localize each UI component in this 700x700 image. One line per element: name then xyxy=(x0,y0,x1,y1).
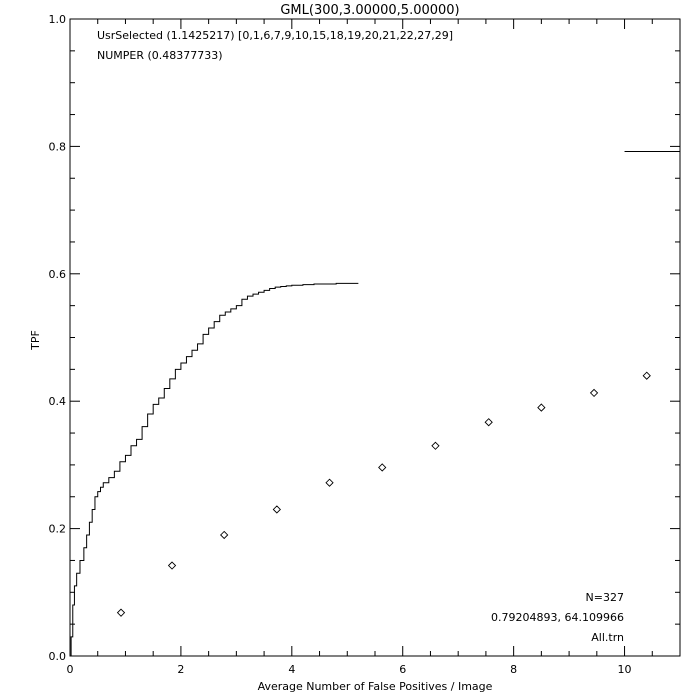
y-tick-label: 1.0 xyxy=(49,13,67,26)
series-1-point xyxy=(537,403,546,412)
x-tick-label: 6 xyxy=(399,663,406,676)
x-tick-label: 0 xyxy=(67,663,74,676)
annotation-numper: NUMPER (0.48377733) xyxy=(97,49,223,62)
x-tick-label: 2 xyxy=(177,663,184,676)
series-1-point xyxy=(378,463,387,472)
y-tick-label: 0.0 xyxy=(49,650,67,663)
y-tick-label: 0.4 xyxy=(49,395,67,408)
series-1-point xyxy=(167,561,177,570)
x-axis-label: Average Number of False Positives / Imag… xyxy=(258,680,493,693)
y-axis-ticks: 0.0 0.2 0.4 0.6 0.8 1.0 xyxy=(49,13,680,663)
series-1-point xyxy=(589,388,599,398)
y-tick-label: 0.2 xyxy=(49,523,67,536)
y-axis-label: TPF xyxy=(29,330,42,351)
series-group xyxy=(70,150,680,657)
annotation-usrselected: UsrSelected (1.1425217) [0,1,6,7,9,10,15… xyxy=(97,29,453,42)
y-tick-label: 0.8 xyxy=(49,140,67,153)
x-tick-label: 8 xyxy=(510,663,517,676)
series-1-point xyxy=(431,441,440,450)
x-tick-label: 10 xyxy=(618,663,632,676)
series-0-line xyxy=(70,282,359,657)
series-1-point xyxy=(642,371,651,380)
annotation-n: N=327 xyxy=(586,591,624,604)
series-1-point xyxy=(220,530,229,540)
series-1-point xyxy=(116,608,126,617)
series-1-point xyxy=(484,418,493,427)
series-1-point xyxy=(325,478,334,487)
x-axis-ticks: 0 2 4 6 8 10 xyxy=(67,19,681,676)
series-1-point xyxy=(272,505,281,514)
annotation-values: 0.79204893, 64.109966 xyxy=(491,611,624,624)
plot-frame xyxy=(69,18,681,657)
chart-title: GML(300,3.00000,5.00000) xyxy=(280,3,459,18)
x-tick-label: 4 xyxy=(288,663,295,676)
y-tick-label: 0.6 xyxy=(49,268,67,281)
annotation-file: All.trn xyxy=(591,631,624,644)
